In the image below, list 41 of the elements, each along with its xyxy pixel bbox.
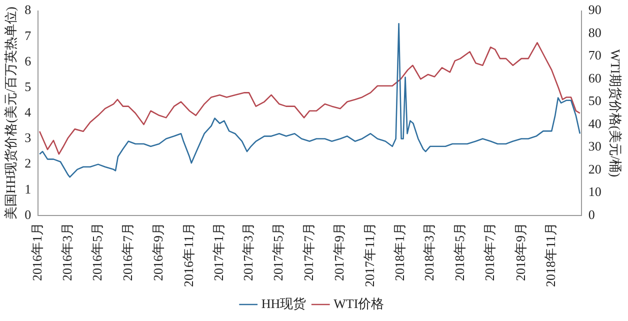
x-tick-label: 2018年5月 <box>452 222 467 281</box>
legend-label: HH现货 <box>261 296 306 311</box>
x-tick-label: 2017年9月 <box>332 222 347 281</box>
x-tick-label: 2017年5月 <box>270 222 286 281</box>
y2-tick-label: 60 <box>588 70 602 86</box>
x-tick-label: 2018年7月 <box>482 222 498 281</box>
y2-tick-label: 0 <box>588 206 595 222</box>
x-tick-label: 2016年7月 <box>120 222 135 281</box>
x-tick-label: 2016年3月 <box>59 222 74 281</box>
y-tick-label: 5 <box>24 78 32 94</box>
x-tick-label: 2017年1月 <box>211 222 226 281</box>
x-tick-label: 2017年7月 <box>300 222 316 281</box>
x-tick-label: 2017年3月 <box>240 222 256 281</box>
y2-tick-label: 20 <box>588 161 602 176</box>
y2-tick-label: 10 <box>588 184 602 200</box>
y2-tick-label: 50 <box>588 93 602 108</box>
y-tick-label: 8 <box>24 2 32 18</box>
y2-tick-label: 80 <box>588 24 602 40</box>
x-tick-label: 2016年5月 <box>90 222 105 281</box>
y-tick-label: 1 <box>24 181 32 196</box>
y-tick-label: 7 <box>24 28 32 43</box>
y-tick-label: 2 <box>24 156 32 171</box>
y-tick-label: 3 <box>24 130 32 146</box>
x-tick-label: 2016年9月 <box>150 222 166 281</box>
y2-tick-label: 70 <box>588 48 602 63</box>
x-tick-label: 2016年1月 <box>30 222 45 281</box>
legend-label: WTI价格 <box>334 296 384 311</box>
y-tick-label: 4 <box>24 104 32 120</box>
y-tick-label: 0 <box>24 206 32 222</box>
y2-axis-title: WTI期货价格(美元/桶) <box>608 49 623 178</box>
x-tick-label: 2018年11月 <box>543 222 558 288</box>
y2-tick-label: 90 <box>588 2 602 18</box>
x-tick-label: 2018年1月 <box>392 222 408 281</box>
x-tick-label: 2018年3月 <box>421 222 436 281</box>
x-tick-label: 2018年9月 <box>512 222 528 281</box>
y2-tick-label: 30 <box>588 138 602 154</box>
x-tick-label: 2017年11月 <box>362 222 377 288</box>
y-tick-label: 6 <box>24 53 32 68</box>
y2-tick-label: 40 <box>588 116 602 131</box>
y-axis-title: 美国HH现货价格(美元/百万英热单位) <box>3 6 18 220</box>
x-tick-label: 2016年11月 <box>180 222 196 288</box>
